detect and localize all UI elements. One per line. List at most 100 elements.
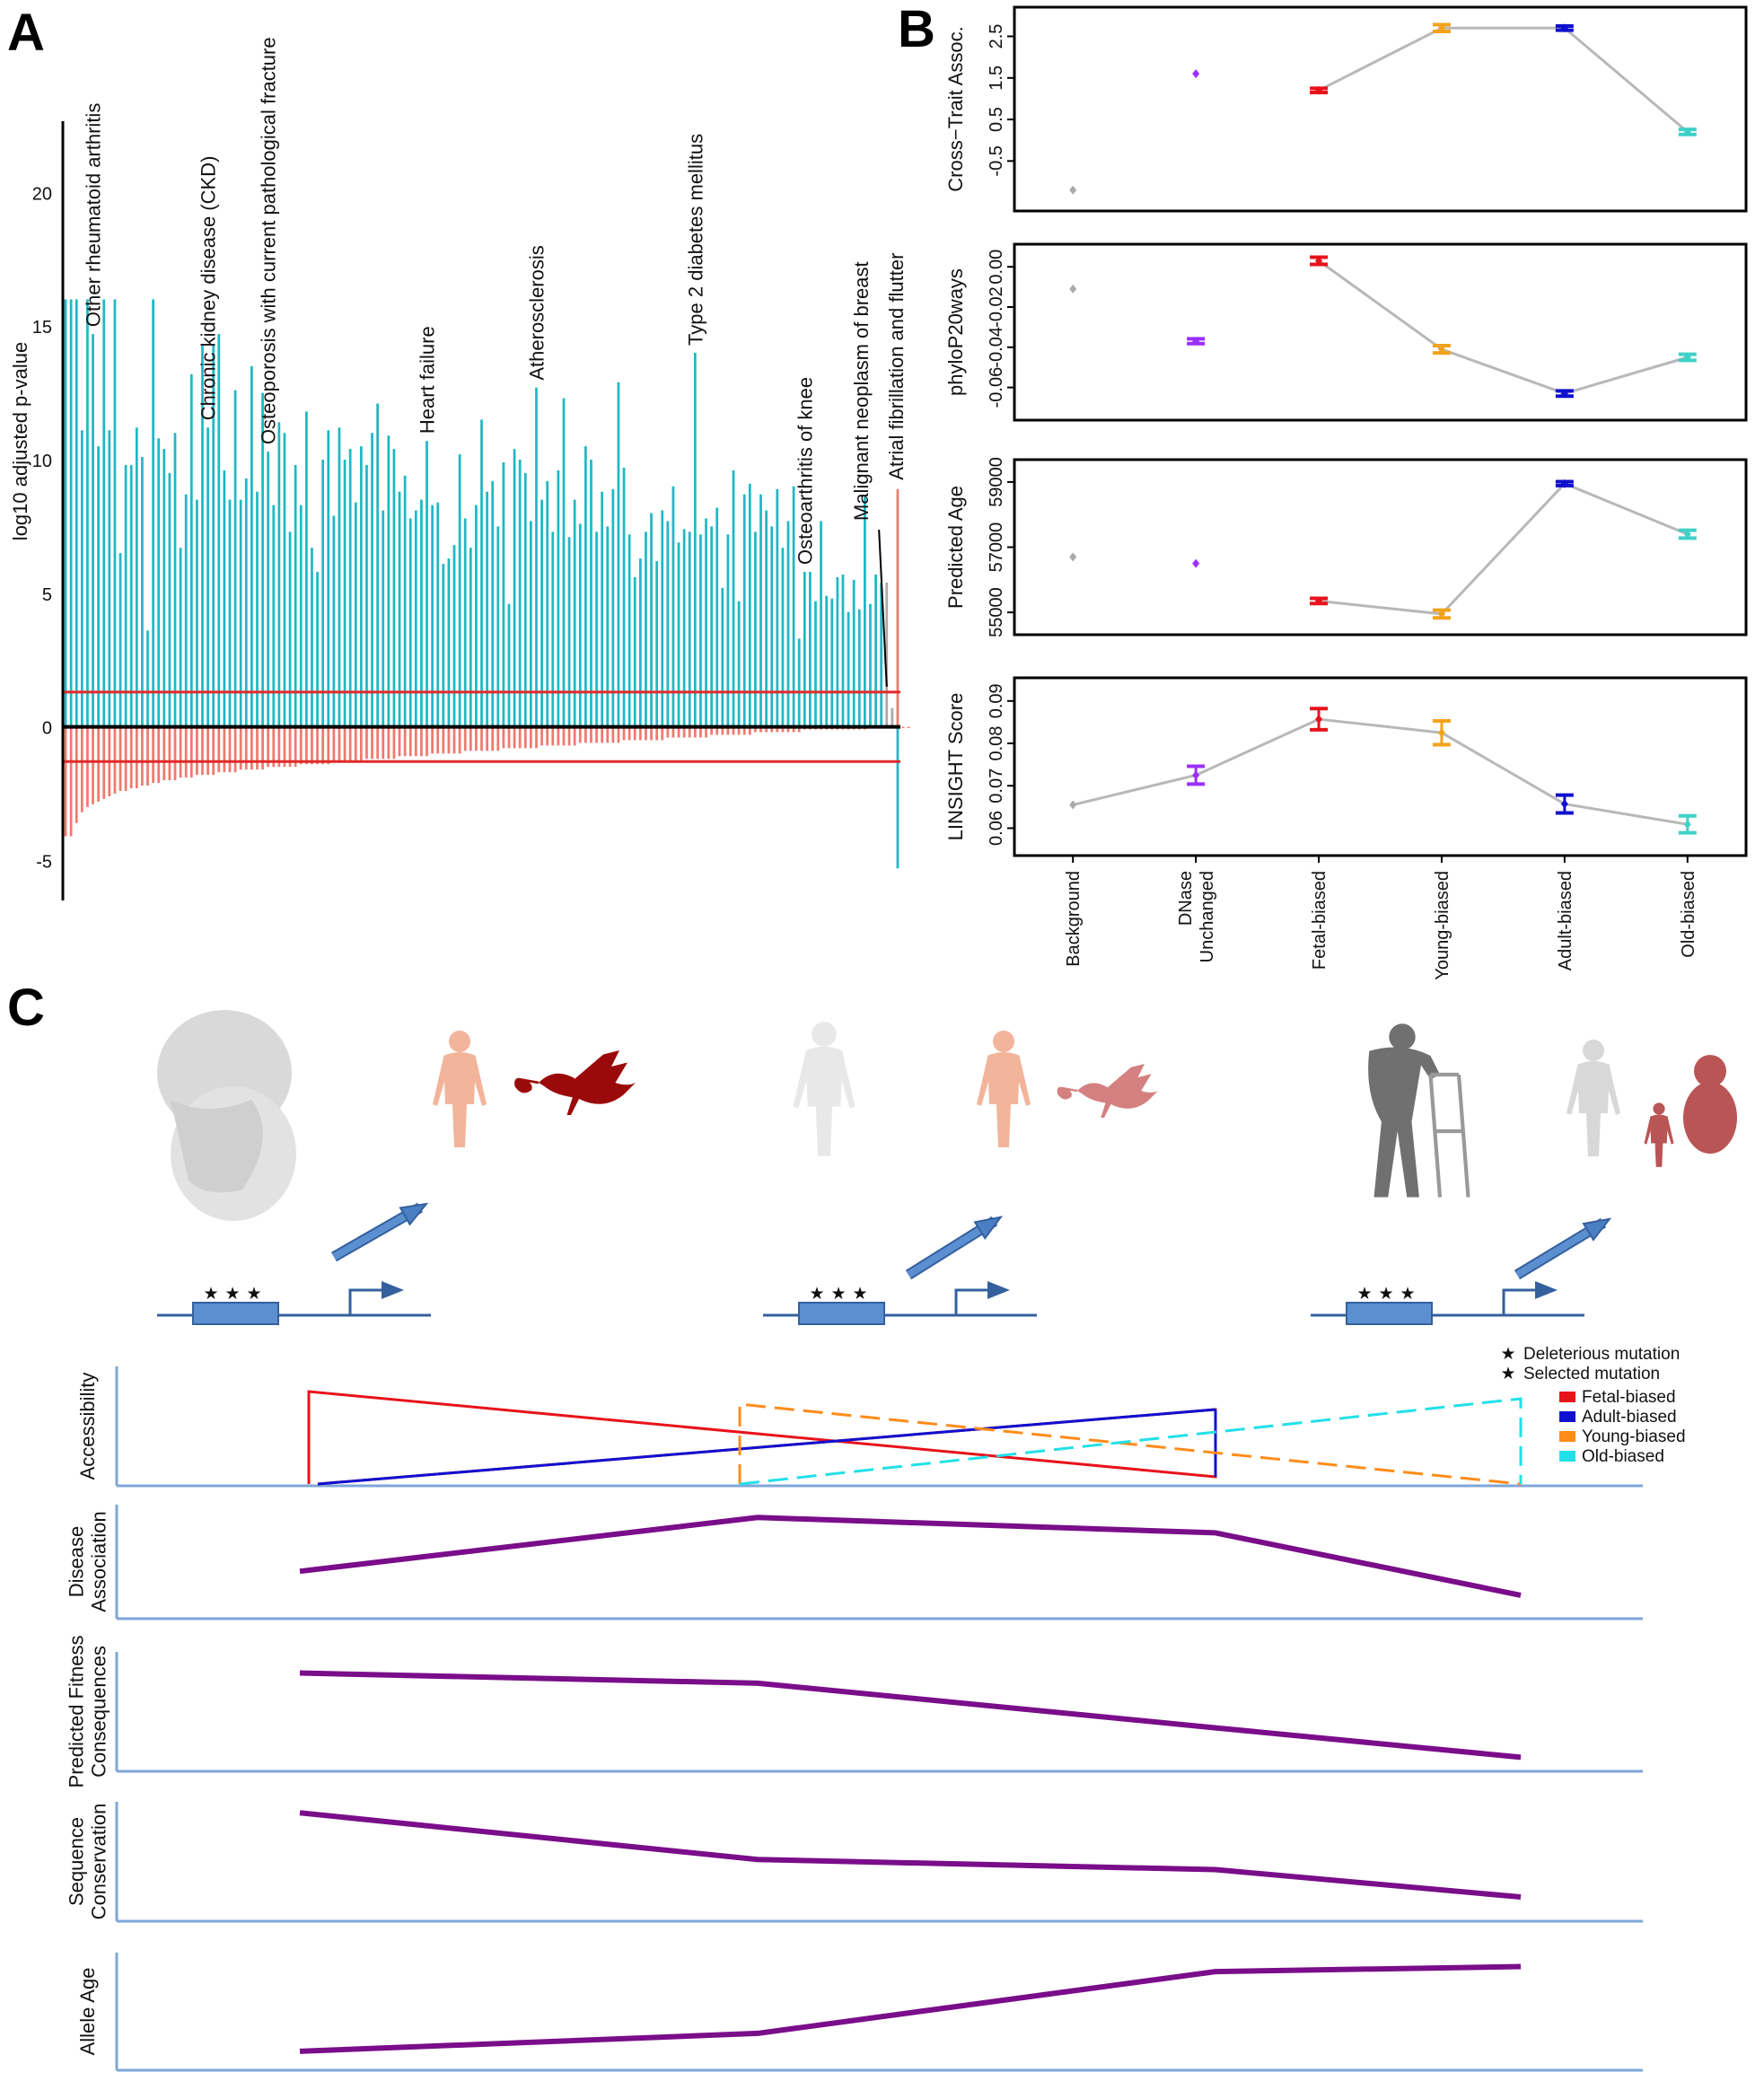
bar-negative	[523, 726, 527, 749]
bar-positive	[590, 459, 592, 727]
bar-negative	[157, 726, 161, 784]
bar-negative	[277, 726, 281, 768]
legend-swatch	[1559, 1451, 1575, 1462]
y-axis-title: log10 adjusted p-value	[9, 342, 31, 540]
bar-positive	[523, 472, 527, 727]
bar-positive	[387, 435, 391, 727]
bar-positive	[463, 518, 467, 727]
data-point	[1683, 127, 1691, 136]
trend-line	[299, 1963, 1522, 2054]
bar-negative	[518, 726, 522, 749]
promoter-arrow	[954, 1288, 987, 1315]
data-point	[1192, 69, 1200, 79]
bar-positive	[518, 459, 522, 727]
y-tick-label: 59000	[987, 457, 1006, 507]
bar-negative	[283, 726, 286, 768]
bar-positive	[338, 427, 341, 727]
person-arms	[977, 1058, 1031, 1106]
bar-negative	[431, 726, 434, 754]
bar-positive	[398, 491, 401, 727]
panel-a-chart: -5 0 5 10 15 20 log10 adjusted p-value Other rh…	[9, 37, 910, 900]
bar-positive	[447, 558, 451, 727]
bar-negative	[732, 726, 735, 735]
female-figure	[433, 1031, 487, 1147]
promoter-arrowhead	[1535, 1281, 1558, 1299]
bar-positive	[288, 531, 292, 727]
y-tick-label: 0	[42, 719, 52, 739]
bar-positive	[146, 630, 149, 727]
x-tick-label: Fetal-biased	[1310, 871, 1330, 970]
y-tick-label: 20	[32, 184, 52, 204]
bar-positive	[891, 707, 894, 727]
bar-negative	[414, 726, 417, 757]
grandmother-figure	[1683, 1082, 1737, 1154]
annotation-label: Osteoarthritis of knee	[794, 377, 816, 565]
bar-positive	[431, 505, 434, 727]
bar-negative	[426, 726, 428, 757]
bar-negative	[152, 726, 154, 784]
legend-label: Adult-biased	[1582, 1408, 1677, 1427]
bar-positive	[797, 638, 801, 727]
bar-positive	[327, 430, 330, 727]
bar-negative	[239, 726, 242, 770]
bar-negative	[638, 726, 642, 741]
bar-positive	[343, 459, 347, 727]
bar-positive	[852, 579, 856, 727]
bar-positive	[283, 433, 286, 727]
y-tick-label: 0.07	[987, 768, 1006, 804]
annotation-label: Atrial fibrillation and flutter	[885, 253, 908, 480]
bar-positive	[299, 505, 303, 727]
promoter-arrowhead	[382, 1281, 404, 1299]
bar-negative	[442, 726, 445, 754]
bar-positive	[754, 531, 757, 727]
strip-y-title: Sequence	[66, 1817, 88, 1906]
bar-positive	[792, 486, 795, 727]
bar-positive	[601, 491, 604, 727]
bar-negative	[184, 726, 188, 778]
bar-positive	[885, 582, 889, 727]
y-tick-label: 15	[32, 318, 52, 338]
bar-negative	[376, 726, 380, 760]
bar-positive	[196, 499, 198, 727]
bar-negative	[299, 726, 303, 765]
bar-positive	[830, 598, 834, 727]
bar-negative	[590, 726, 592, 743]
bar-positive	[135, 427, 138, 727]
y-tick-label: -0.06	[987, 367, 1006, 408]
annotation-label: Atherosclerosis	[525, 245, 548, 380]
promoter-arrowhead	[987, 1281, 1010, 1299]
walker-frame	[1428, 1072, 1470, 1198]
y-tick-label: 2.5	[987, 24, 1006, 49]
bar-positive	[217, 334, 221, 727]
stork-body	[539, 1050, 636, 1115]
bar-positive	[841, 574, 845, 727]
bar-positive	[502, 461, 505, 727]
bar-negative	[294, 726, 297, 768]
bar-negative	[392, 726, 396, 760]
bar-positive	[173, 433, 177, 727]
bar-positive	[212, 345, 215, 727]
bar-negative	[475, 726, 478, 751]
bar-negative	[64, 726, 67, 837]
y-tick-label: 10	[32, 452, 52, 471]
bar-positive	[304, 411, 308, 727]
bar-positive	[682, 529, 686, 727]
bar-positive	[392, 449, 396, 727]
bar-negative	[584, 726, 587, 743]
bar-negative	[606, 726, 610, 743]
bar-negative	[463, 726, 467, 751]
data-point	[1560, 799, 1568, 809]
bar-negative	[595, 726, 598, 743]
person-head	[449, 1031, 470, 1052]
bar-negative	[371, 726, 373, 760]
bar-negative	[699, 726, 702, 738]
bar-positive	[311, 548, 313, 727]
bar-negative	[173, 726, 177, 781]
bar-positive	[256, 491, 259, 727]
bar-negative	[781, 726, 785, 733]
bar-positive	[267, 452, 270, 727]
stork-illustration	[514, 1050, 636, 1115]
bar-positive	[475, 505, 478, 727]
bar-positive	[857, 609, 861, 727]
legend-star-icon: ★	[1500, 1365, 1515, 1383]
